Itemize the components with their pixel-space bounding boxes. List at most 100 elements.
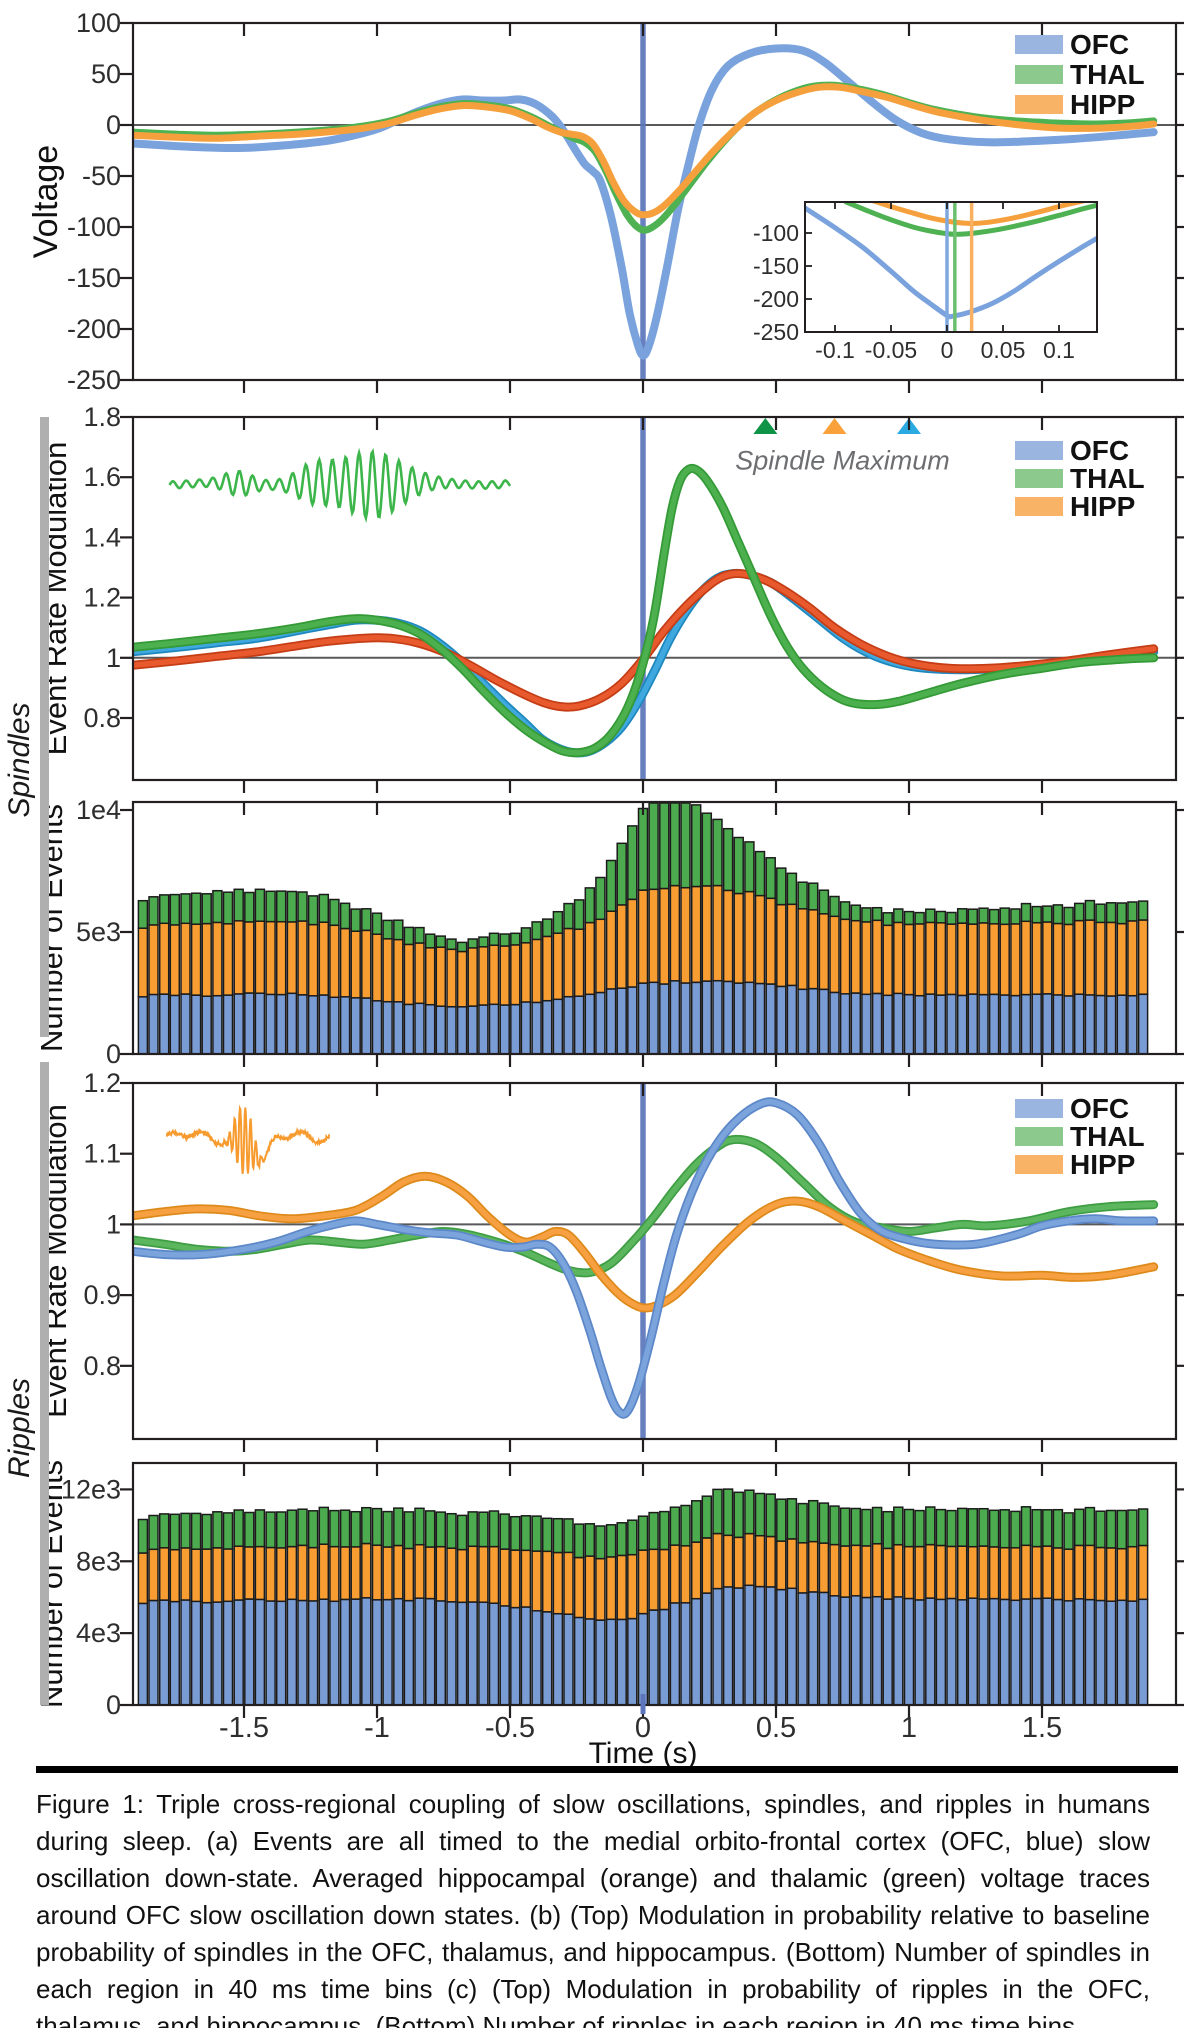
bar-hipp [424,947,436,1006]
bar-thal [616,1522,627,1557]
bar-hipp [744,890,755,984]
bar-hipp [744,1532,755,1587]
bar-thal [233,1509,244,1547]
marker-triangle [753,418,778,434]
bar-thal [999,907,1010,926]
bar-thal [1063,906,1074,926]
bar-ofc [435,1005,447,1054]
bar-hipp [244,921,255,994]
bar-hipp [605,910,617,990]
y-tick-label: 4e3 [76,1618,121,1648]
inset-box [804,201,1098,333]
bar-ofc [265,993,276,1054]
bar-thal [1010,1510,1021,1549]
bar-ofc [222,1600,234,1705]
bar-hipp [967,923,979,995]
bar-hipp [818,913,830,991]
bar-thal [552,1517,564,1554]
bar-thal [382,919,393,940]
bar-thal [744,1489,755,1535]
bar-ofc [424,1003,436,1054]
bar-hipp [1063,1548,1074,1602]
x-tick-label: 1.5 [1022,1712,1062,1744]
x-tick-label: 0 [635,1712,651,1744]
bar-thal [829,895,840,918]
bar-ofc [1084,1598,1096,1705]
bar-hipp [499,1548,510,1607]
bar-ofc [510,1003,521,1054]
bar-ofc [999,994,1010,1054]
bar-hipp [733,892,744,984]
bar-thal [914,1509,925,1548]
bar-thal [967,1508,979,1548]
bar-hipp [839,918,851,995]
bar-ofc [552,998,564,1054]
bar-hipp [754,894,766,985]
bar-hipp [297,1544,308,1602]
bar-ofc [446,1601,457,1705]
bar-hipp [584,1555,596,1620]
bar-thal [169,893,181,926]
bar-hipp [339,927,351,998]
bar-thal [690,1500,702,1543]
bar-thal [467,938,478,949]
bar-ofc [659,1608,670,1705]
legend-swatch-hipp [1015,95,1063,114]
voltage-inset [805,202,1097,332]
bar-hipp [488,1545,500,1604]
bar-ofc [946,993,957,1054]
bar-ofc [733,1587,744,1705]
bar-hipp [861,921,872,996]
bar-thal [233,888,244,922]
bar-thal [861,1508,872,1547]
bar-thal [552,910,564,934]
bar-thal [839,901,851,921]
bar-hipp [616,1554,627,1621]
bar-hipp [148,1548,159,1602]
bar-hipp [595,918,606,994]
legend-swatch-hipp [1015,1155,1063,1174]
bar-hipp [190,923,202,996]
bar-thal [297,891,308,922]
inset-series-thal [843,202,1097,237]
y-tick-label: -250 [67,365,121,395]
bar-thal [797,881,808,910]
inset-y-tick-label: -100 [753,220,799,246]
bar-ofc [786,1587,798,1705]
bar-ofc [265,1600,276,1705]
bar-thal [1137,900,1149,921]
bar-hipp [169,1548,181,1603]
bar-hipp [233,920,244,995]
bar-ofc [978,1598,989,1705]
bar-ofc [212,994,223,1054]
bar-thal [318,893,330,923]
bar-ofc [275,993,287,1054]
bar-ofc [605,1618,617,1705]
inset-y-tick-label: -150 [753,253,799,279]
bar-thal [1020,1506,1032,1547]
bar-thal [1073,902,1085,922]
bar-hipp [1137,919,1149,995]
bar-hipp [807,909,819,990]
legend-swatch-hipp [1015,497,1063,516]
bar-hipp [137,927,149,998]
bar-thal [616,842,627,906]
bar-thal [925,1506,936,1546]
figure-caption: Figure 1: Triple cross-regional coupling… [36,1789,1150,2028]
bar-thal [1073,1508,1085,1547]
bar-hipp [488,944,500,1006]
bar-thal [839,1507,851,1547]
bar-thal [637,1515,649,1551]
bar-ofc [393,1597,404,1705]
bar-hipp [999,1546,1010,1601]
bar-hipp [861,1545,872,1599]
panel-box [131,1461,1178,1707]
y-tick-label: 0.8 [83,703,121,733]
bar-thal [1052,1508,1064,1549]
bar-thal [595,876,606,921]
bar-ofc [786,984,798,1054]
bar-thal [307,1510,319,1549]
spindles-section-bar [40,417,49,1037]
y-tick-label: 0 [106,110,121,140]
